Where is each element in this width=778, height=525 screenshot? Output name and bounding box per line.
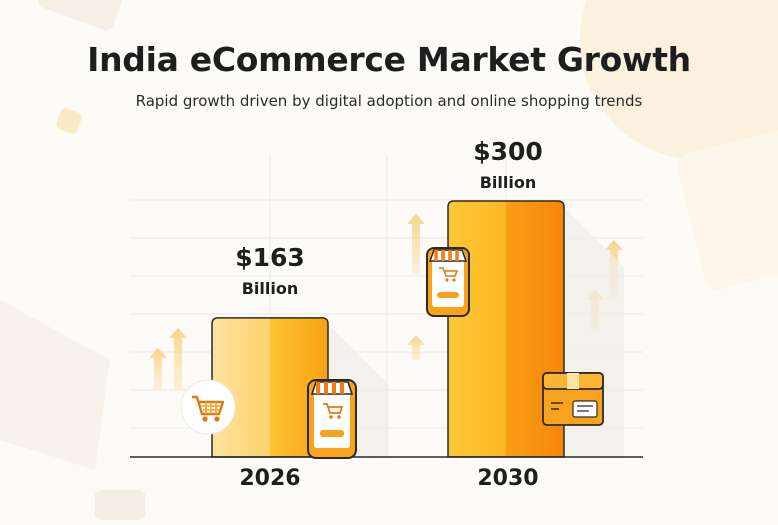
x-tick-label-2026: 2026: [239, 466, 301, 491]
shopping-cart-icon: [180, 379, 236, 435]
growth-arrow-icon: [407, 335, 425, 360]
bar-unit-label-2: Billion: [479, 173, 537, 192]
bar-unit-label-1: Billion: [241, 279, 299, 298]
chart-subtitle: Rapid growth driven by digital adoption …: [135, 92, 643, 110]
mobile-store-icon-2: [426, 247, 470, 317]
growth-arrow-icon: [169, 328, 187, 390]
growth-arrow-icon: [149, 348, 167, 390]
growth-arrow-icon: [407, 214, 425, 274]
chart-title: India eCommerce Market Growth: [87, 40, 691, 79]
bar-value-label-2: $300: [473, 137, 543, 166]
bar-value-label-1: $163: [235, 243, 305, 272]
bars: [211, 200, 565, 458]
bar-2030: [447, 200, 565, 458]
bar-2026: [211, 317, 329, 458]
x-tick-label-2030: 2030: [477, 466, 539, 491]
mobile-store-icon: [307, 379, 357, 459]
delivery-box-icon: [542, 372, 604, 426]
